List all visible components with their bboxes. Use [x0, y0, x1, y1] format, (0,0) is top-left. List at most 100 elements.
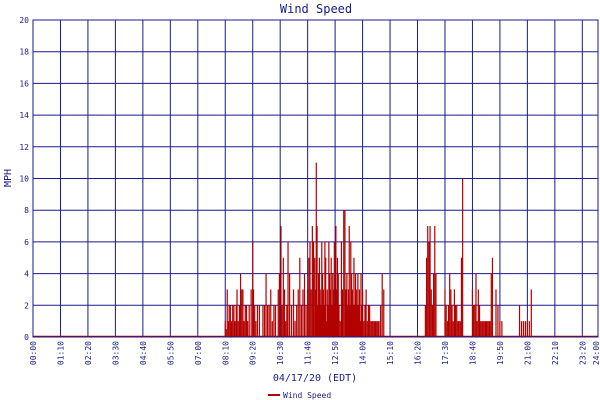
- x-tick-label: 14:00: [359, 341, 368, 365]
- wind-speed-bar: [365, 289, 367, 337]
- wind-speed-bar: [312, 241, 315, 337]
- wind-speed-bar: [490, 273, 492, 337]
- wind-speed-bar: [227, 321, 229, 337]
- wind-speed-bar: [485, 321, 488, 337]
- wind-speed-bar: [353, 257, 355, 337]
- wind-speed-bar: [318, 257, 321, 337]
- x-tick-label: 19:50: [496, 341, 505, 365]
- wind-speed-bar: [303, 273, 306, 337]
- wind-speed-bar: [321, 241, 323, 337]
- wind-speed-bar: [237, 321, 239, 337]
- x-tick-label: 16:20: [414, 341, 423, 365]
- wind-speed-bar: [349, 305, 351, 337]
- wind-speed-bar: [228, 305, 230, 337]
- wind-speed-bar: [458, 321, 460, 337]
- wind-speed-bar: [373, 321, 375, 337]
- wind-speed-bar: [446, 321, 448, 337]
- wind-speed-bar: [343, 210, 345, 337]
- wind-speed-bar: [326, 289, 328, 337]
- wind-speed-bar: [347, 289, 350, 337]
- wind-speed-bar: [471, 289, 474, 337]
- wind-speed-bar: [354, 273, 357, 337]
- wind-speed-bar: [366, 321, 368, 337]
- wind-speed-bar: [495, 289, 497, 337]
- wind-speed-bar: [234, 321, 236, 337]
- x-tick-label: 11:40: [304, 341, 313, 365]
- wind-speed-bar: [280, 226, 282, 337]
- y-tick-label: 12: [19, 143, 29, 152]
- wind-speed-bar: [453, 289, 455, 337]
- wind-speed-bar: [433, 273, 435, 337]
- wind-speed-bar: [327, 305, 329, 337]
- wind-speed-bar: [297, 289, 299, 337]
- wind-speed-bar: [364, 305, 366, 337]
- x-tick-label: 08:10: [221, 341, 230, 365]
- wind-speed-bar: [345, 289, 347, 337]
- wind-speed-bar: [336, 289, 338, 337]
- wind-speed-bar: [346, 273, 348, 337]
- wind-speed-bar: [229, 305, 231, 337]
- wind-speed-bar: [360, 273, 362, 337]
- wind-speed-bar: [358, 289, 361, 337]
- wind-speed-bar: [337, 273, 339, 337]
- wind-speed-bar: [351, 273, 353, 337]
- wind-speed-bar: [473, 305, 475, 337]
- wind-speed-bar: [336, 257, 339, 337]
- wind-speed-bar: [450, 289, 452, 337]
- wind-speed-bar: [344, 210, 346, 337]
- x-tick-label: 01:10: [56, 341, 65, 365]
- wind-speed-bar: [321, 273, 324, 337]
- wind-speed-bar: [225, 329, 227, 337]
- wind-speed-bar: [254, 305, 256, 337]
- wind-speed-bar: [380, 305, 382, 337]
- wind-speed-bar: [314, 289, 317, 337]
- wind-speed-bar: [319, 289, 321, 337]
- wind-speed-bar: [355, 289, 357, 337]
- wind-speed-bar: [252, 289, 255, 337]
- wind-speed-bar: [356, 305, 358, 337]
- wind-speed-bar: [501, 321, 503, 337]
- wind-speed-bar: [348, 226, 350, 337]
- wind-speed-bar: [524, 321, 527, 337]
- y-tick-label: 10: [19, 175, 29, 184]
- wind-speed-bar: [230, 321, 233, 337]
- wind-speed-bar: [352, 305, 354, 337]
- wind-speed-bar: [252, 241, 254, 337]
- wind-speed-bar: [241, 289, 243, 337]
- wind-speed-bar: [292, 289, 295, 337]
- wind-speed-bar: [434, 226, 436, 337]
- wind-speed-bar: [341, 289, 344, 337]
- x-tick-label: 07:00: [194, 341, 203, 365]
- wind-speed-bar: [369, 305, 371, 337]
- y-tick-label: 14: [19, 111, 29, 120]
- wind-speed-bar: [334, 305, 336, 337]
- wind-speed-bar: [451, 305, 453, 337]
- wind-speed-bar: [247, 321, 249, 337]
- y-tick-label: 16: [19, 79, 29, 88]
- wind-speed-bar: [372, 321, 374, 337]
- wind-speed-bar: [359, 321, 361, 337]
- wind-speed-bar: [270, 289, 272, 337]
- wind-speed-bar: [226, 289, 228, 337]
- wind-speed-bar: [232, 305, 234, 337]
- wind-speed-bar: [239, 273, 242, 337]
- wind-speed-bar: [332, 289, 335, 337]
- wind-speed-bar: [528, 321, 530, 337]
- wind-speed-bar: [378, 321, 380, 337]
- wind-speed-bar: [476, 321, 478, 337]
- x-tick-label: 24:00: [592, 341, 600, 365]
- wind-speed-bar: [518, 305, 521, 337]
- wind-speed-bar: [299, 257, 301, 337]
- wind-speed-bar: [316, 226, 318, 337]
- x-tick-label: 22:10: [551, 341, 560, 365]
- wind-speed-bar: [350, 241, 352, 337]
- wind-speed-bar: [526, 321, 528, 337]
- wind-speed-bar: [430, 289, 432, 337]
- wind-speed-bar: [323, 305, 325, 337]
- wind-speed-bar: [484, 321, 486, 337]
- x-tick-label: 10:30: [276, 341, 285, 365]
- wind-speed-bar: [307, 289, 309, 337]
- wind-speed-bar: [449, 273, 451, 337]
- wind-speed-bar: [325, 257, 327, 337]
- wind-speed-bar: [286, 305, 288, 337]
